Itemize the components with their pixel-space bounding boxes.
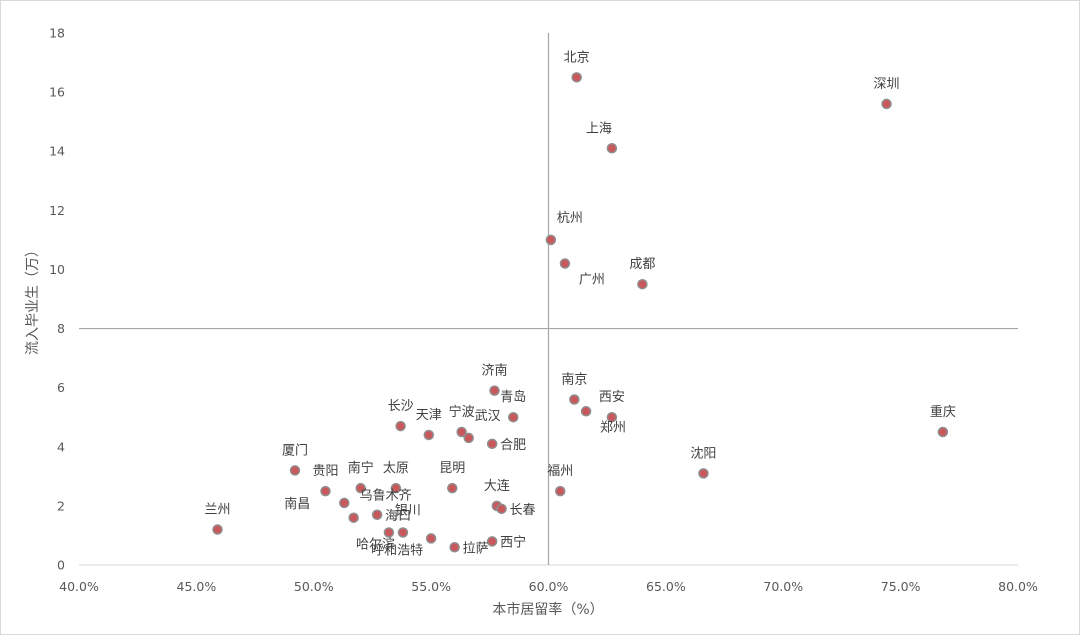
x-tick-label: 75.0% xyxy=(881,579,921,594)
data-point xyxy=(463,432,474,444)
data-point xyxy=(383,527,395,538)
data-point xyxy=(397,527,409,538)
point-label: 上海 xyxy=(586,121,612,136)
data-point xyxy=(486,536,498,547)
point-label: 南京 xyxy=(561,371,587,387)
y-tick-label: 10 xyxy=(49,262,65,277)
point-label: 太原 xyxy=(383,461,409,476)
data-point xyxy=(289,465,301,476)
y-tick-label: 18 xyxy=(49,26,65,41)
y-tick-label: 16 xyxy=(49,85,65,100)
data-point xyxy=(486,438,498,450)
data-points xyxy=(212,72,949,553)
point-label: 深圳 xyxy=(874,77,900,92)
data-point xyxy=(355,482,366,494)
data-point xyxy=(390,482,402,494)
y-tick-label: 6 xyxy=(57,380,65,395)
x-tick-label: 80.0% xyxy=(998,579,1038,594)
data-point xyxy=(489,385,500,396)
data-point xyxy=(212,524,223,535)
y-tick-label: 14 xyxy=(49,144,65,159)
data-point xyxy=(371,509,383,521)
x-tick-label: 55.0% xyxy=(411,579,451,594)
point-label: 济南 xyxy=(481,363,507,379)
tick-labels: 40.0% 45.0% 50.0% 55.0% 60.0% 65.0% 70.0% 75.0%… xyxy=(49,26,1038,595)
data-point xyxy=(637,278,648,290)
point-label: 广州 xyxy=(579,273,605,288)
data-point xyxy=(571,72,582,83)
data-point xyxy=(569,394,580,405)
x-tick-label: 70.0% xyxy=(763,579,803,594)
data-point xyxy=(580,406,592,417)
x-tick-label: 45.0% xyxy=(177,579,217,594)
point-label: 兰州 xyxy=(204,503,230,518)
x-tick-label: 40.0% xyxy=(59,579,99,594)
point-label: 天津 xyxy=(416,408,442,423)
data-point xyxy=(698,468,709,479)
y-tick-label: 0 xyxy=(57,558,65,573)
point-label: 南昌 xyxy=(284,496,310,512)
point-label: 合肥 xyxy=(500,438,526,453)
data-point xyxy=(456,426,467,438)
point-label: 郑州 xyxy=(600,420,626,435)
point-label: 北京 xyxy=(564,50,590,65)
y-axis-title: 流入毕业生（万） xyxy=(25,243,41,355)
point-label: 昆明 xyxy=(439,461,465,476)
point-label: 南宁 xyxy=(348,460,374,476)
point-label: 沈阳 xyxy=(690,446,716,461)
y-tick-label: 8 xyxy=(57,321,65,336)
data-point xyxy=(395,420,406,432)
y-tick-label: 4 xyxy=(57,439,65,454)
point-label: 宁波 xyxy=(449,404,475,420)
point-label: 乌鲁木齐 xyxy=(360,488,412,504)
data-point xyxy=(423,429,435,441)
point-label: 海口 xyxy=(385,509,411,524)
data-point xyxy=(937,426,949,438)
data-point xyxy=(508,411,519,423)
data-point xyxy=(606,143,618,154)
point-label: 长春 xyxy=(510,503,536,518)
point-label: 呼和浩特 xyxy=(371,543,423,558)
data-point xyxy=(348,512,359,523)
y-tick-label: 12 xyxy=(49,203,65,218)
data-point xyxy=(559,258,571,269)
data-point xyxy=(545,234,557,246)
point-label: 长沙 xyxy=(388,399,414,414)
point-label: 拉萨 xyxy=(463,541,489,556)
x-tick-label: 60.0% xyxy=(529,579,569,594)
data-point xyxy=(425,533,437,544)
data-point xyxy=(447,482,458,494)
y-tick-label: 2 xyxy=(57,498,65,513)
data-point xyxy=(449,542,460,553)
point-label: 贵阳 xyxy=(312,464,338,479)
point-label: 西宁 xyxy=(500,534,526,550)
point-label: 大连 xyxy=(484,478,510,494)
point-label: 厦门 xyxy=(282,443,308,458)
data-point xyxy=(496,503,507,515)
point-label: 福州 xyxy=(547,464,573,479)
data-point xyxy=(554,485,566,497)
point-label: 成都 xyxy=(629,257,655,272)
data-point xyxy=(606,411,618,423)
x-tick-label: 65.0% xyxy=(646,579,686,594)
point-label: 西安 xyxy=(599,390,625,405)
data-point xyxy=(339,497,350,509)
point-label: 杭州 xyxy=(557,211,583,226)
x-axis-title: 本市居留率（%） xyxy=(492,601,603,618)
data-point xyxy=(881,98,892,110)
point-label: 银川 xyxy=(395,503,421,518)
data-point xyxy=(320,485,331,497)
axes-layer xyxy=(79,33,1018,566)
point-label: 青岛 xyxy=(500,389,526,405)
point-label: 武汉 xyxy=(475,409,501,424)
x-tick-label: 50.0% xyxy=(294,579,334,594)
point-label: 重庆 xyxy=(930,404,956,420)
point-label: 哈尔滨 xyxy=(356,536,395,552)
